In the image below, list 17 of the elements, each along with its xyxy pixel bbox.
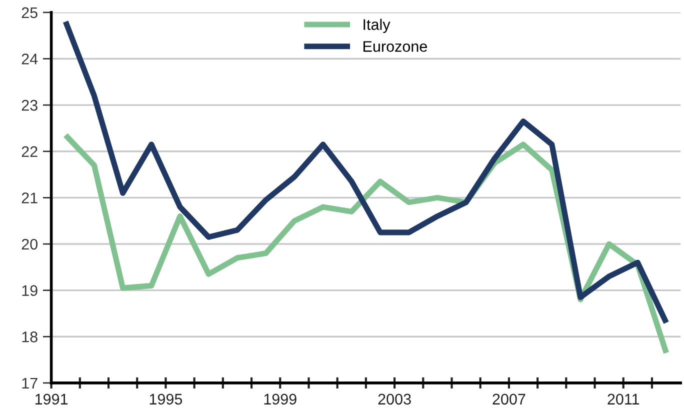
y-tick-label: 25 <box>22 7 38 18</box>
x-tick-label: 2007 <box>492 394 526 405</box>
y-tick-label: 17 <box>22 378 38 388</box>
y-tick-label: 22 <box>22 146 38 157</box>
x-tick-label: 1991 <box>35 394 68 405</box>
y-tick-label: 19 <box>22 285 38 296</box>
x-tick-label: 2011 <box>608 394 640 405</box>
y-tick-label: 23 <box>22 100 38 111</box>
y-tick-label: 21 <box>22 192 38 204</box>
legend-label: Italy <box>364 18 390 33</box>
x-tick-label: 1995 <box>150 394 182 405</box>
x-tick-label: 2003 <box>378 394 411 405</box>
x-tick-label: 1999 <box>264 394 296 405</box>
y-tick-label: 24 <box>22 54 38 64</box>
legend-label: Eurozone <box>364 41 427 52</box>
y-tick-label: 18 <box>22 332 38 342</box>
y-tick-label: 20 <box>22 238 38 250</box>
